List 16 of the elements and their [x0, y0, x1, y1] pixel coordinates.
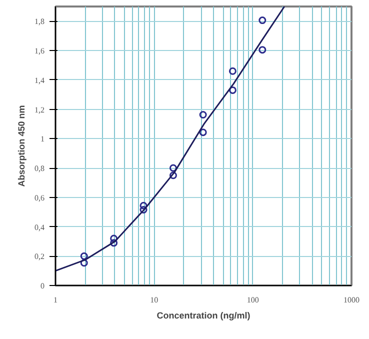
y-tick-label: 0,2 — [34, 252, 44, 262]
x-tick-label: 1 — [54, 296, 58, 304]
y-tick-label: 0,6 — [34, 193, 44, 202]
y-tick-label: 0 — [40, 282, 44, 290]
y-axis-title: Absorption 450 nm — [16, 105, 26, 187]
x-tick-label: 1000 — [344, 296, 360, 304]
y-tick-label: 1,4 — [34, 76, 44, 85]
x-tick-label: 100 — [246, 296, 259, 304]
y-tick-label: 0,4 — [34, 222, 44, 232]
y-tick-label: 1,6 — [34, 46, 44, 56]
y-tick-label: 1 — [40, 134, 44, 144]
x-axis-title: Concentration (ng/ml) — [156, 310, 250, 320]
y-tick-label: 1,8 — [34, 17, 44, 26]
y-tick-label: 1,2 — [34, 105, 44, 114]
y-tick-label: 0,8 — [34, 164, 44, 174]
x-tick-label: 10 — [150, 296, 158, 304]
